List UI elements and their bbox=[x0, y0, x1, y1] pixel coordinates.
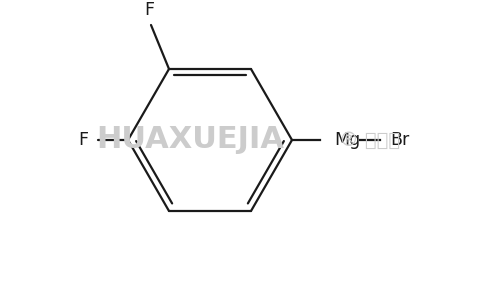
Text: Mg: Mg bbox=[334, 131, 360, 149]
Text: F: F bbox=[78, 131, 88, 149]
Text: F: F bbox=[144, 1, 154, 19]
Text: ® 化学加: ® 化学加 bbox=[339, 130, 401, 149]
Text: Br: Br bbox=[390, 131, 409, 149]
Text: HUAXUEJIA: HUAXUEJIA bbox=[96, 126, 284, 154]
